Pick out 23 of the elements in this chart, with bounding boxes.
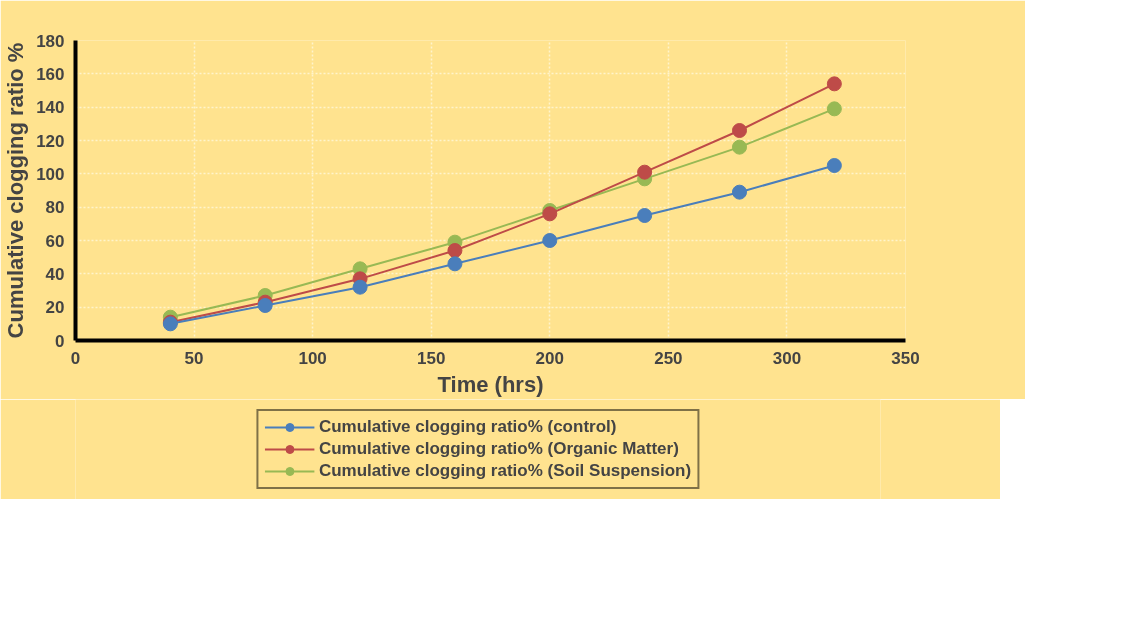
- y-tick-label: 140: [36, 98, 65, 118]
- x-axis-title: Time (hrs): [437, 371, 544, 397]
- y-tick-label: 80: [45, 198, 65, 218]
- x-tick-label: 0: [70, 348, 81, 368]
- y-axis-title: Cumulative clogging ratio %: [3, 42, 29, 339]
- y-tick-label: 40: [45, 264, 65, 284]
- legend-label: Cumulative clogging ratio% (Soil Suspension): [318, 461, 692, 481]
- y-tick-label: 20: [45, 298, 65, 318]
- legend-label: Cumulative clogging ratio% (control): [318, 417, 617, 437]
- x-tick-label: 100: [298, 348, 327, 368]
- y-tick-label: 120: [36, 131, 65, 151]
- x-tick-label: 50: [184, 348, 204, 368]
- x-tick-label: 200: [535, 348, 564, 368]
- x-tick-label: 350: [891, 348, 920, 368]
- y-tick-label: 100: [36, 164, 65, 184]
- x-tick-label: 300: [772, 348, 802, 368]
- x-tick-label: 150: [417, 348, 446, 368]
- y-tick-label: 160: [36, 64, 65, 84]
- y-tick-label: 180: [36, 31, 65, 51]
- legend-label: Cumulative clogging ratio% (Organic Matter): [318, 439, 679, 459]
- y-tick-label: 60: [45, 231, 65, 251]
- y-tick-label: 0: [55, 331, 65, 351]
- x-tick-label: 250: [654, 348, 683, 368]
